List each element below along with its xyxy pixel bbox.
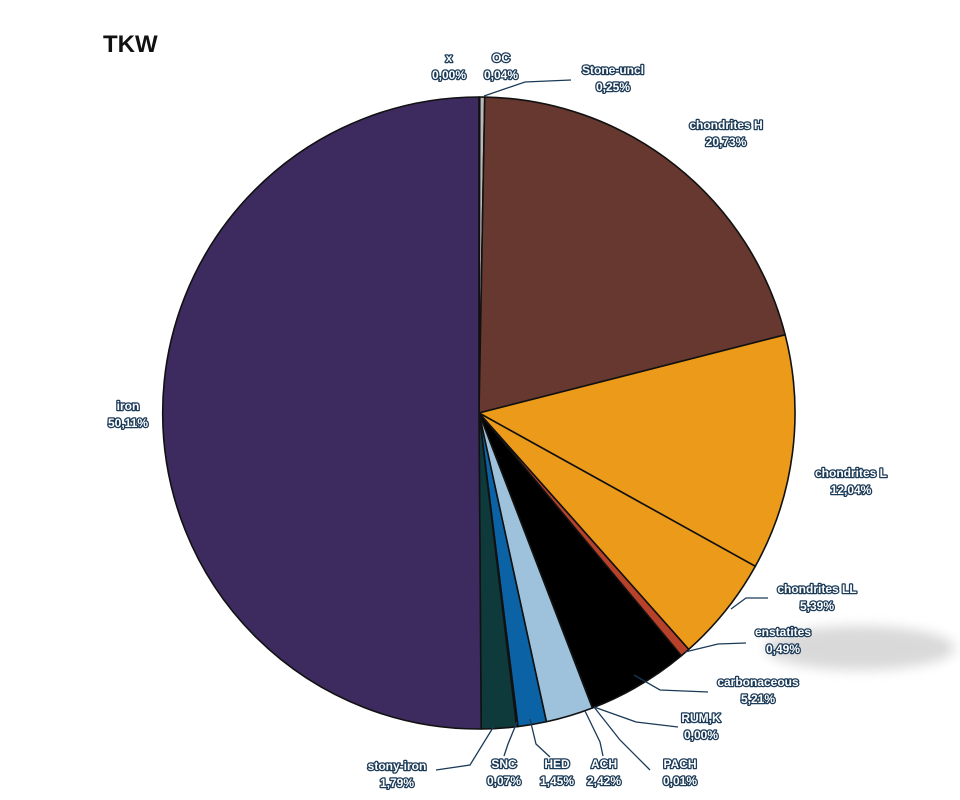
slice-name-enstatites: enstatites xyxy=(755,625,811,639)
slice-name-carbonaceous: carbonaceous xyxy=(717,675,799,689)
slice-name-oc: OC xyxy=(492,51,510,65)
label-leaders xyxy=(435,79,768,771)
slice-value-pach: 0,01% xyxy=(663,774,697,788)
leader-line-stone-uncl xyxy=(483,79,572,97)
slice-name-chondrites-ll: chondrites LL xyxy=(777,582,856,596)
leader-line-rum-k xyxy=(593,706,679,728)
leader-line-hed xyxy=(529,718,551,758)
slice-name-iron: iron xyxy=(117,399,140,413)
slice-labels: x 0,00% OC 0,04% Stone-uncl 0,25% chondrites H… xyxy=(107,50,889,792)
slice-value-x: 0,00% xyxy=(432,68,466,82)
chart-shadow xyxy=(765,626,955,670)
leader-line-ach xyxy=(584,710,604,757)
leader-line-snc xyxy=(503,721,518,757)
pie-slices xyxy=(161,96,796,730)
slice-value-snc: 0,07% xyxy=(487,774,521,788)
leader-line-stony-iron xyxy=(435,725,495,771)
slice-value-stony-iron: 1,79% xyxy=(380,776,414,790)
slice-name-stony-iron: stony-iron xyxy=(368,759,427,773)
leader-line-chondrites-ll xyxy=(730,597,768,610)
slice-name-snc: SNC xyxy=(491,757,517,771)
slice-name-pach: PACH xyxy=(663,757,696,771)
slice-value-stone-uncl: 0,25% xyxy=(596,80,630,94)
leader-line-pach xyxy=(593,706,651,771)
slice-value-oc: 0,04% xyxy=(484,68,518,82)
leader-line-carbonaceous xyxy=(633,674,709,693)
slice-value-chondrites-ll: 5,39% xyxy=(800,599,834,613)
slice-name-chondrites-l: chondrites L xyxy=(815,466,887,480)
slice-name-rum-k: RUM,K xyxy=(681,711,721,725)
slice-value-enstatites: 0,49% xyxy=(766,642,800,656)
slice-value-chondrites-l: 12,04% xyxy=(831,483,872,497)
chart-title: TKW xyxy=(103,31,158,58)
slice-name-x: x xyxy=(446,51,453,65)
leader-line-enstatites xyxy=(684,642,747,653)
slice-value-hed: 1,45% xyxy=(540,774,574,788)
pie-slice-iron xyxy=(161,96,482,730)
slice-value-iron: 50,11% xyxy=(108,416,148,430)
slice-name-chondrites-h: chondrites H xyxy=(689,118,762,132)
slice-value-ach: 2,42% xyxy=(587,774,621,788)
slice-value-chondrites-h: 20,73% xyxy=(706,135,747,149)
slice-name-stone-uncl: Stone-uncl xyxy=(582,63,644,77)
slice-name-ach: ACH xyxy=(591,757,617,771)
pie-slice-chondrites-l xyxy=(478,334,796,568)
slice-value-carbonaceous: 5,21% xyxy=(741,692,775,706)
slice-name-hed: HED xyxy=(544,757,570,771)
pie-slice-chondrites-h xyxy=(478,96,786,414)
slice-value-rum-k: 0,00% xyxy=(684,728,718,742)
